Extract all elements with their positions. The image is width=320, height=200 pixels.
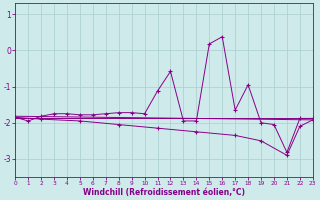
- X-axis label: Windchill (Refroidissement éolien,°C): Windchill (Refroidissement éolien,°C): [83, 188, 245, 197]
